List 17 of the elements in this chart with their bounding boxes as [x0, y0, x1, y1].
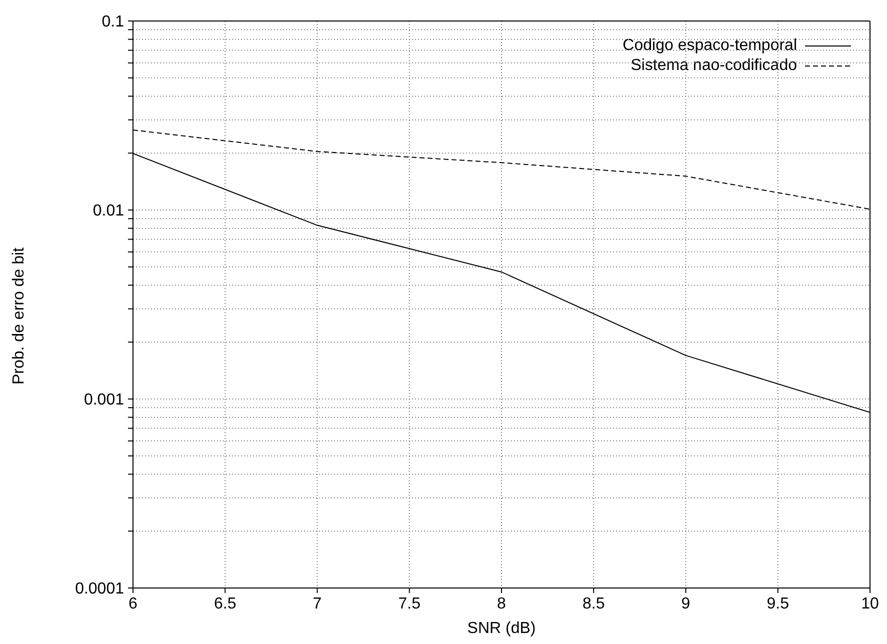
x-tick-label: 9 — [681, 595, 690, 612]
y-tick-label: 0.0001 — [75, 580, 124, 598]
y-axis-title: Prob. de erro de bit — [10, 246, 28, 384]
x-tick-label: 8 — [497, 595, 506, 612]
y-tick-label: 0.01 — [92, 202, 124, 220]
x-tick-label: 7.5 — [398, 595, 421, 612]
y-tick-label: 0.001 — [84, 392, 124, 409]
legend-label: Sistema nao-codificado — [630, 56, 797, 76]
x-tick-label: 8.5 — [582, 595, 605, 612]
x-tick-label: 9.5 — [766, 595, 790, 612]
x-tick-label: 6.5 — [214, 595, 236, 612]
x-tick-label: 10 — [861, 595, 879, 612]
x-tick-label: 6 — [128, 595, 138, 612]
x-axis-title: SNR (dB) — [467, 620, 536, 637]
legend-label: Codigo espaco-temporal — [622, 36, 797, 56]
x-tick-label: 7 — [312, 595, 322, 612]
y-tick-label: 0.1 — [102, 14, 124, 31]
